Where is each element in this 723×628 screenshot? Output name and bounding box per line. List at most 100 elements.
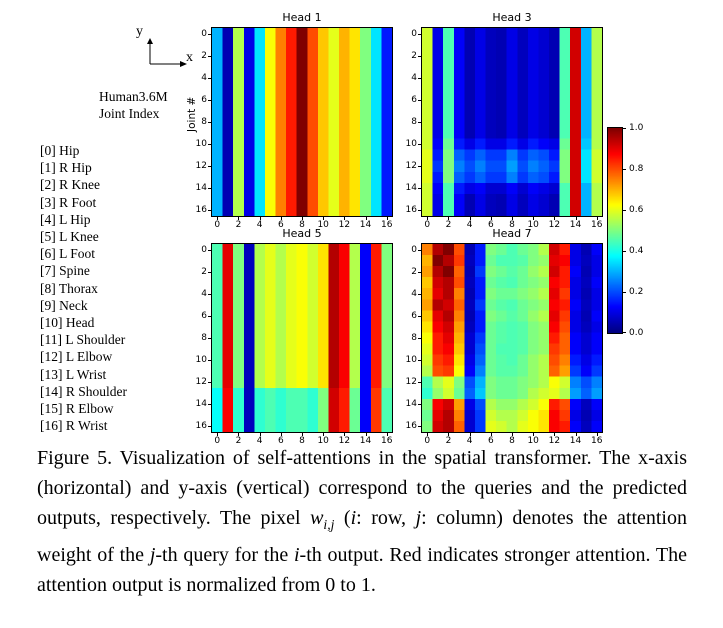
head-5-heatmap-canvas [212, 244, 392, 432]
x-tick-label: 16 [590, 220, 603, 230]
heatmap-head-5: Head 5 0 2 4 6 8 10 12 14 16 0 2 4 6 8 10 12 14 16 [196, 227, 393, 446]
y-tick-label: 6 [411, 94, 417, 105]
x-tick-label: 0 [424, 436, 431, 446]
x-tick-label: 12 [548, 436, 561, 446]
plot-title-head-1: Head 1 [282, 11, 322, 24]
x-tick-mark [533, 217, 535, 220]
y-tick-label: 4 [411, 288, 417, 299]
colorbar-gradient-canvas [608, 128, 622, 333]
y-tick-mark [208, 55, 211, 57]
y-tick-label: 0 [411, 28, 417, 39]
x-tick-mark [596, 433, 598, 436]
x-tick-label: 10 [317, 436, 329, 446]
joint-list-item: [14] R Shoulder [40, 383, 127, 399]
caption-text-segment: -th output. Red indicates stronger atten… [37, 544, 687, 596]
head-1-heatmap-canvas [212, 28, 392, 216]
x-tick-label: 4 [256, 220, 263, 230]
caption-text-segment: i [293, 544, 300, 566]
x-tick-label: 6 [277, 436, 284, 446]
y-tick-mark [418, 426, 421, 428]
y-tick-mark [418, 77, 421, 79]
y-tick-mark [418, 404, 421, 406]
y-tick-label: 14 [405, 183, 417, 194]
x-tick-mark [386, 433, 388, 436]
axis-y-label: y [136, 24, 143, 39]
joint-list-item: [11] L Shoulder [40, 332, 126, 348]
x-tick-label: 8 [509, 220, 515, 230]
x-tick-mark [323, 433, 325, 436]
x-tick-label: 16 [380, 220, 393, 230]
joint-list-item: [2] R Knee [40, 177, 100, 193]
y-tick-label: 4 [201, 288, 207, 299]
colorbar-tick-label: 0.2 [629, 287, 644, 297]
y-tick-mark [418, 338, 421, 339]
y-tick-label: 14 [405, 399, 417, 410]
x-tick-mark [323, 217, 325, 220]
joint-list-item: [16] R Wrist [40, 418, 108, 434]
y-tick-mark [418, 144, 421, 146]
y-tick-label: 12 [195, 377, 207, 388]
y-tick-label: 16 [195, 205, 207, 216]
joint-list-item: [6] L Foot [40, 246, 95, 262]
plot-title-head-7: Head 7 [492, 227, 532, 240]
y-tick-label: 16 [195, 421, 207, 432]
y-tick-label: 6 [201, 310, 207, 321]
y-tick-label: 14 [195, 183, 207, 194]
caption-text-segment: w [310, 507, 324, 529]
x-tick-mark [302, 433, 303, 436]
y-tick-label: 2 [411, 266, 417, 277]
x-tick-label: 16 [590, 436, 603, 446]
x-tick-label: 0 [214, 436, 221, 446]
y-tick-mark [208, 144, 211, 146]
x-tick-label: 12 [338, 436, 351, 446]
x-tick-label: 0 [424, 220, 431, 230]
y-tick-mark [418, 55, 421, 57]
x-tick-label: 10 [317, 220, 329, 230]
y-tick-mark [418, 382, 421, 384]
x-tick-mark [344, 217, 346, 220]
x-tick-label: 6 [487, 220, 494, 230]
y-tick-mark [418, 271, 421, 273]
y-tick-mark [208, 99, 211, 101]
x-tick-mark [469, 217, 471, 220]
figure-caption: Figure 5. Visualization of self-attentio… [37, 443, 687, 600]
y-tick-mark [418, 188, 421, 190]
y-tick-mark [418, 33, 421, 35]
y-tick-mark [208, 360, 211, 362]
y-tick-mark [208, 122, 211, 123]
x-tick-mark [469, 433, 471, 436]
joint-list-item: [10] Head [40, 315, 95, 331]
y-tick-mark [418, 293, 421, 295]
joint-index-list: [0] Hip [1] R Hip [2] R Knee [3] R Foot [4] … [40, 142, 127, 434]
head-7-heatmap-canvas [422, 244, 602, 432]
y-tick-label: 2 [201, 266, 207, 277]
joint-list-item: [9] Neck [40, 297, 88, 313]
x-tick-label: 16 [380, 436, 393, 446]
x-tick-label: 14 [569, 436, 582, 446]
y-tick-label: 16 [405, 205, 417, 216]
colorbar-tick-label: 1.0 [629, 123, 644, 133]
joint-list-item: [1] R Hip [40, 160, 92, 176]
x-tick-label: 14 [359, 436, 372, 446]
y-tick-label: 10 [195, 139, 207, 150]
y-tick-label: 12 [405, 161, 417, 172]
colorbar-tick-mark [623, 210, 626, 211]
plot-title-head-3: Head 3 [492, 11, 532, 24]
y-tick-mark [418, 249, 421, 251]
y-tick-label: 8 [411, 117, 417, 127]
colorbar-tick-mark [623, 251, 626, 252]
axis-x-label: x [186, 50, 193, 65]
joint-list-item: [13] L Wrist [40, 366, 107, 382]
x-tick-mark [217, 433, 219, 436]
axis-arrows-icon [147, 38, 187, 67]
y-tick-mark [208, 426, 211, 428]
y-tick-mark [208, 210, 211, 212]
joint-list-item: [5] L Knee [40, 229, 99, 245]
y-tick-label: 12 [195, 161, 207, 172]
y-tick-label: 6 [411, 310, 417, 321]
x-tick-label: 8 [299, 220, 305, 230]
x-tick-mark [490, 433, 492, 436]
y-tick-mark [208, 382, 211, 384]
caption-text-segment: j [149, 544, 156, 566]
